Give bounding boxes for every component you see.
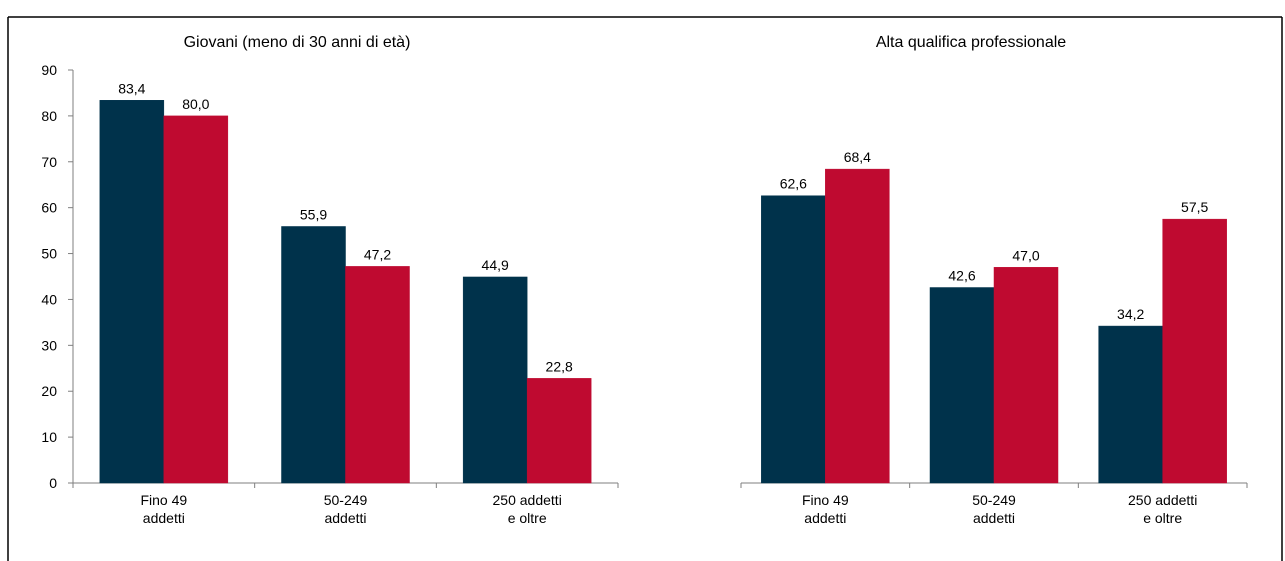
x-category-label: 50-249 addetti (324, 492, 368, 526)
x-category-label-line: addetti (973, 510, 1015, 526)
y-tick-label: 70 (41, 154, 57, 170)
y-tick-label: 50 (41, 246, 57, 262)
y-tick-label: 90 (41, 62, 57, 78)
bar (929, 287, 995, 484)
chart-title: Giovani (meno di 30 anni di età) (184, 34, 411, 51)
x-category-label-line: 50-249 (324, 492, 368, 508)
bar (1162, 218, 1227, 484)
bar (761, 195, 826, 484)
x-category-label: 250 addetti e oltre (1128, 492, 1197, 526)
y-tick-label: 30 (41, 337, 57, 353)
data-label: 57,5 (1181, 199, 1208, 215)
x-category-label: 50-249 addetti (972, 492, 1016, 526)
x-category-label-line: addetti (804, 510, 846, 526)
data-label: 34,2 (1117, 306, 1144, 322)
y-tick-label: 60 (41, 200, 57, 216)
data-label: 55,9 (300, 206, 327, 222)
bar (99, 100, 165, 484)
bar (825, 168, 890, 484)
data-label: 68,4 (844, 149, 871, 165)
x-category-label-line: 50-249 (972, 492, 1016, 508)
bar (281, 226, 346, 484)
x-category-label-line: 250 addetti (493, 492, 562, 508)
x-category-label-line: 250 addetti (1128, 492, 1197, 508)
x-category-label-line: addetti (143, 510, 185, 526)
data-label: 44,9 (482, 257, 509, 273)
bar (1098, 325, 1163, 484)
x-category-label-line: addetti (324, 510, 366, 526)
x-category-label-line: e oltre (508, 510, 547, 526)
bar (462, 276, 528, 484)
x-category-label: Fino 49 addetti (140, 492, 187, 526)
data-label: 47,0 (1012, 247, 1039, 263)
bar (345, 266, 410, 484)
x-category-label-line: Fino 49 (802, 492, 849, 508)
y-tick-label: 20 (41, 383, 57, 399)
data-label: 22,8 (546, 358, 573, 374)
data-label: 80,0 (182, 96, 209, 112)
bar (993, 267, 1059, 484)
y-tick-label: 10 (41, 429, 57, 445)
bar (163, 115, 229, 484)
y-tick-label: 40 (41, 291, 57, 307)
x-category-label: Fino 49 addetti (802, 492, 849, 526)
chart-panel-giovani: Giovani (meno di 30 anni di età) 0 10 20 30… (41, 34, 619, 526)
chart-panel-alta-qualifica: Alta qualifica professionale 62,6 68,4 Fin… (740, 34, 1248, 526)
data-label: 62,6 (780, 176, 807, 192)
x-category-label-line: e oltre (1143, 510, 1182, 526)
x-category-label: 250 addetti e oltre (493, 492, 562, 526)
y-tick-label: 80 (41, 108, 57, 124)
bar (526, 378, 592, 484)
chart-title: Alta qualifica professionale (876, 34, 1066, 51)
y-tick-label: 0 (49, 475, 57, 491)
data-label: 83,4 (118, 80, 145, 96)
data-label: 42,6 (948, 268, 975, 284)
data-label: 47,2 (364, 246, 391, 262)
x-category-label-line: Fino 49 (140, 492, 187, 508)
